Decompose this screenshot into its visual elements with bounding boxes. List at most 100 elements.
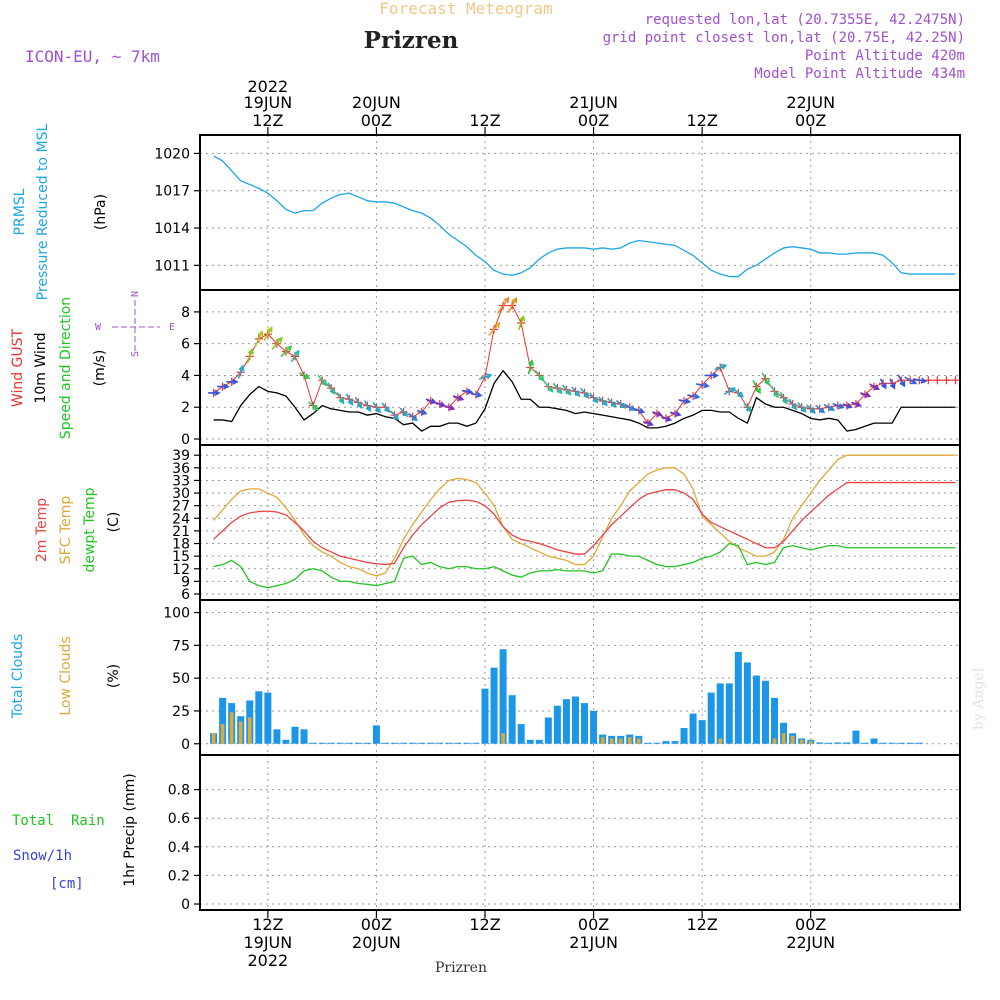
total-cloud-bar [400, 742, 408, 744]
wind-arrow [687, 393, 701, 400]
gust-label: Wind GUST [10, 328, 26, 407]
wind-arrow [552, 382, 563, 395]
wind-arrow [308, 401, 319, 411]
y-tick-label: 50 [172, 671, 190, 687]
y-tick-label: 4 [181, 368, 190, 384]
total-cloud-bar [481, 688, 489, 744]
y-tick-label: 75 [172, 638, 190, 654]
low-cloud-bar [609, 738, 614, 744]
low-cloud-bar [790, 735, 795, 744]
wind-direction-arrows [208, 296, 928, 427]
total-cloud-bar [418, 742, 426, 744]
dew-label: dewpt Temp [82, 487, 98, 572]
precip-frame [199, 754, 961, 911]
low-cloud-bar [799, 739, 804, 744]
total-cloud-bar [318, 742, 326, 744]
total-cloud-bar [834, 742, 842, 744]
wind-arrow [226, 378, 239, 385]
total-cloud-bar [653, 742, 661, 744]
total-cloud-bar [689, 713, 697, 744]
time-label-top: 21JUN [569, 93, 618, 112]
clouds-frame [199, 599, 961, 756]
wind-arrow [597, 396, 608, 407]
low-cloud-bar [627, 737, 632, 744]
total-cloud-bar [517, 724, 525, 744]
y-tick-label: 0.4 [168, 840, 190, 856]
y-tick-label: 8 [181, 305, 190, 321]
total-cloud-bar [761, 680, 769, 744]
meteogram-subtitle: Forecast Meteogram [379, 0, 552, 18]
watermark: by Angel [971, 667, 987, 730]
total-cloud-bar [336, 742, 344, 744]
time-label-bottom: 2022 [247, 951, 288, 970]
total-cloud-bar [273, 729, 281, 744]
total-cloud-bar [698, 720, 706, 744]
low-cloud-bar [637, 738, 641, 744]
wind-arrow [797, 402, 807, 414]
model-altitude: Model Point Altitude 434m [754, 66, 965, 82]
compass-east: E [169, 322, 175, 333]
temp-unit: (C) [106, 512, 122, 533]
wind-arrow [217, 383, 230, 390]
low-cloud-bar [618, 738, 623, 744]
time-label-bottom: 00Z [361, 915, 392, 934]
wind-arrow [904, 376, 918, 385]
total-cloud-bar [707, 692, 715, 744]
low-cloud-bar [781, 733, 786, 744]
wind-arrow [336, 391, 345, 405]
time-label-top: 00Z [361, 111, 392, 130]
wind-arrow [761, 372, 770, 386]
wind-arrow [280, 345, 293, 358]
wind-y-ticks: 0 2 4 6 8 [181, 305, 200, 448]
sfc-label: SFC Temp [58, 496, 74, 565]
total-cloud-bar [843, 742, 851, 744]
clouds-unit: (%) [106, 664, 122, 688]
wind-arrow [543, 381, 554, 393]
time-label-bottom: 19JUN [243, 933, 292, 952]
wind-arrow [417, 409, 428, 416]
total-clouds-label: Total Clouds [10, 634, 26, 719]
low-cloud-bar [501, 733, 505, 744]
low-clouds-label: Low Clouds [58, 636, 74, 715]
wind-arrow [263, 326, 273, 342]
total-cloud-bar [544, 717, 552, 744]
time-label-bottom: 00Z [578, 915, 609, 934]
clouds-grid [200, 600, 960, 755]
gust-marker [942, 376, 951, 385]
precip-y-ticks: 0 0.2 0.4 0.6 0.8 [168, 783, 200, 913]
total-cloud-bar [526, 739, 534, 744]
low-cloud-bar [220, 724, 225, 744]
temperature-grid [200, 445, 960, 600]
total-cloud-bar [716, 683, 724, 744]
y-tick-label: 1011 [154, 258, 190, 274]
wind-arrow [823, 403, 836, 411]
total-cloud-bar [264, 692, 272, 744]
y-tick-label: 6 [181, 337, 190, 353]
t2m-line [213, 481, 956, 566]
total-cloud-bar [535, 739, 543, 744]
total-cloud-bar [372, 725, 380, 744]
compass-rose: W E N S [95, 291, 175, 357]
total-cloud-bar [816, 742, 824, 744]
wind-arrow [399, 407, 408, 418]
model-label: ICON-EU, ~ 7km [25, 47, 160, 66]
wind-arrow [290, 349, 300, 363]
point-altitude: Point Altitude 420m [805, 48, 965, 64]
wind-arrow [714, 363, 728, 371]
total-cloud-bar [680, 728, 688, 744]
wind-arrow [408, 412, 418, 422]
wind-arrow [615, 399, 627, 409]
y-tick-label: 0 [181, 737, 190, 753]
y-tick-label: 18 [172, 537, 190, 553]
wind-arrow [643, 420, 654, 427]
total-cloud-bar [562, 699, 570, 744]
panel-wind: 0 2 4 6 8 Wind GUST 10m Wind Speed and Direc… [10, 289, 961, 448]
wind-arrow [363, 400, 372, 413]
total-cloud-bar [590, 710, 598, 744]
total-cloud-bar [391, 742, 399, 744]
requested-coords: requested lon,lat (20.7355E, 42.2475N) [645, 12, 965, 28]
y-tick-label: 1014 [154, 221, 190, 237]
total-cloud-bar [825, 742, 833, 744]
